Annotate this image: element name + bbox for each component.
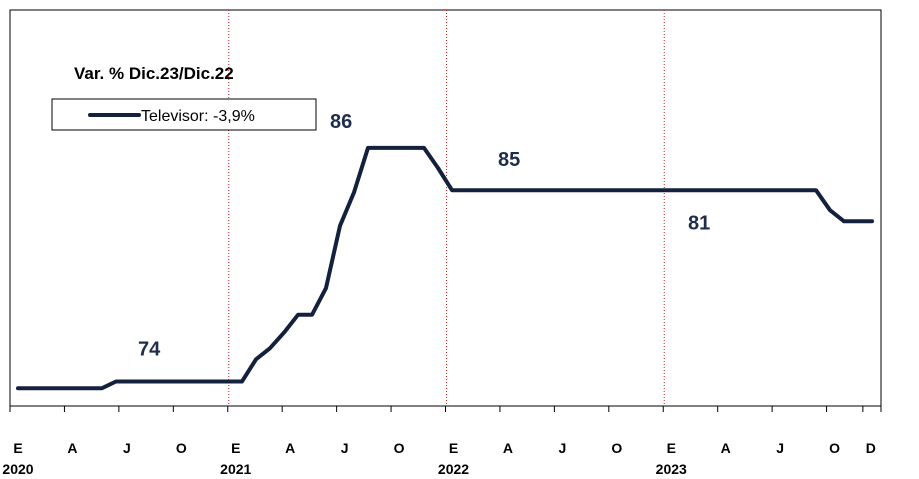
x-tick-label: E [667, 440, 676, 456]
x-axis-ticks [9, 406, 882, 412]
legend-box [51, 98, 317, 131]
x-tick-label: A [67, 440, 77, 456]
x-tick-label: O [176, 440, 187, 456]
year-label: 2022 [438, 461, 469, 477]
series-line-televisor [16, 145, 874, 391]
x-tick-label: A [721, 440, 731, 456]
x-tick-label: O [611, 440, 622, 456]
year-label: 2020 [2, 461, 33, 477]
legend: Var. % Dic.23/Dic.22 Televisor: -3,9% [51, 64, 317, 131]
x-tick-label: O [394, 440, 405, 456]
x-tick-label: E [231, 440, 240, 456]
series-group [16, 145, 874, 391]
legend-title: Var. % Dic.23/Dic.22 [74, 64, 234, 83]
x-tick-label: D [866, 440, 876, 456]
x-tick-label: O [829, 440, 840, 456]
data-label: 74 [138, 339, 161, 361]
x-tick-label: J [341, 440, 349, 456]
x-tick-label: E [13, 440, 22, 456]
x-tick-label: E [449, 440, 458, 456]
x-tick-label: J [123, 440, 131, 456]
year-label: 2023 [656, 461, 687, 477]
data-label: 86 [330, 111, 352, 133]
x-tick-label: A [503, 440, 513, 456]
data-label: 81 [688, 212, 710, 234]
plot-area [9, 9, 882, 407]
legend-label: Televisor: -3,9% [141, 108, 255, 125]
x-tick-label: J [558, 440, 566, 456]
x-tick-label: J [776, 440, 784, 456]
data-label: 85 [498, 149, 520, 171]
x-tick-label: A [285, 440, 295, 456]
year-labels: 2020 2021 2022 2023 [2, 461, 687, 477]
year-dividers [228, 10, 665, 406]
year-label: 2021 [220, 461, 251, 477]
data-labels: 74 86 85 81 [138, 111, 710, 361]
